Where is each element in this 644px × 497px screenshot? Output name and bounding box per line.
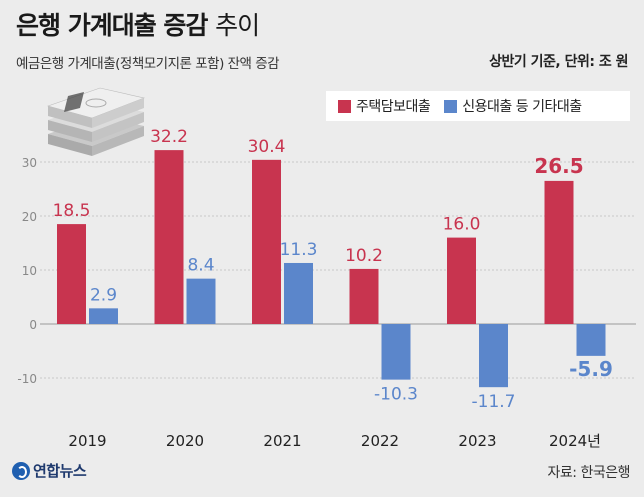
bar-mortgage-2023 bbox=[447, 237, 476, 324]
data-label-other: 11.3 bbox=[280, 240, 318, 260]
bar-other-2024년 bbox=[576, 324, 606, 356]
legend-label-other: 신용대출 등 기타대출 bbox=[462, 99, 582, 115]
y-tick-label: 30 bbox=[22, 156, 37, 170]
data-label-mortgage: 10.2 bbox=[345, 246, 383, 266]
x-tick-label: 2022 bbox=[361, 432, 399, 450]
data-label-mortgage: 26.5 bbox=[534, 154, 583, 178]
y-tick-label: -10 bbox=[17, 372, 37, 386]
bar-other-2021 bbox=[284, 262, 313, 324]
page-title: 은행 가계대출 증감 추이 bbox=[16, 6, 260, 42]
legend-swatch-other bbox=[444, 99, 458, 113]
title-main: 은행 가계대출 증감 bbox=[16, 11, 208, 40]
x-tick-label: 2024년 bbox=[549, 432, 601, 450]
x-tick-label: 2021 bbox=[263, 432, 301, 450]
data-label-mortgage: 30.4 bbox=[248, 137, 286, 157]
y-tick-label: 0 bbox=[29, 318, 37, 332]
legend-swatch-mortgage bbox=[338, 99, 351, 113]
legend-label-mortgage: 주택담보대출 bbox=[356, 99, 431, 115]
subtitle: 예금은행 가계대출(정책모기지론 포함) 잔액 증감 bbox=[16, 56, 280, 72]
y-tick-label: 10 bbox=[22, 264, 37, 278]
bar-mortgage-2021 bbox=[252, 159, 281, 324]
data-label-other: -11.7 bbox=[472, 392, 516, 412]
chart-legend: 주택담보대출 신용대출 등 기타대출 bbox=[326, 91, 630, 121]
data-label-other: -10.3 bbox=[374, 385, 418, 405]
data-label-other: 2.9 bbox=[90, 285, 117, 305]
data-label-mortgage: 32.2 bbox=[150, 127, 188, 147]
x-tick-label: 2023 bbox=[458, 432, 496, 450]
logo-text: 연합뉴스 bbox=[33, 462, 87, 480]
data-label-other: 8.4 bbox=[187, 256, 214, 276]
title-light: 추이 bbox=[215, 11, 260, 40]
y-tick-label: 20 bbox=[22, 210, 37, 224]
legend-item-other: 신용대출 등 기타대출 bbox=[444, 96, 582, 116]
data-label-mortgage: 18.5 bbox=[53, 201, 91, 221]
bar-other-2023 bbox=[479, 324, 508, 388]
bar-mortgage-2019 bbox=[57, 224, 86, 324]
unit-note: 상반기 기준, 단위: 조 원 bbox=[489, 54, 628, 70]
bar-mortgage-2020 bbox=[154, 150, 184, 324]
data-label-other: -5.9 bbox=[569, 357, 613, 381]
bar-other-2022 bbox=[381, 324, 411, 380]
money-stack-icon bbox=[46, 87, 146, 156]
bar-mortgage-2024년 bbox=[544, 180, 574, 324]
bar-other-2019 bbox=[89, 308, 118, 324]
x-tick-label: 2020 bbox=[166, 432, 204, 450]
bar-mortgage-2022 bbox=[349, 268, 379, 324]
legend-item-mortgage: 주택담보대출 bbox=[338, 96, 431, 116]
x-tick-label: 2019 bbox=[68, 432, 106, 450]
data-label-mortgage: 16.0 bbox=[443, 215, 481, 235]
yonhap-logo: 연합뉴스 bbox=[12, 460, 87, 481]
source-note: 자료: 한국은행 bbox=[547, 465, 631, 481]
yonhap-logo-icon bbox=[12, 461, 30, 480]
bar-other-2020 bbox=[186, 278, 216, 324]
